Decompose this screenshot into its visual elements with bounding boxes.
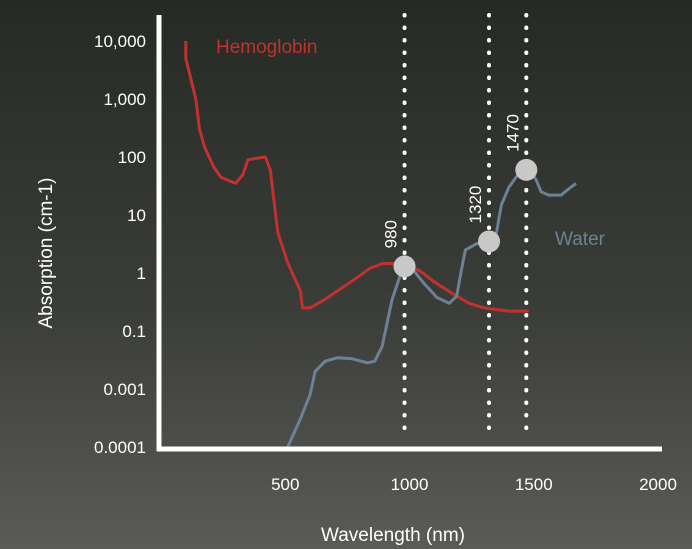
x-tick-label: 500 (271, 475, 299, 494)
marker-point (393, 255, 416, 278)
marker-point (515, 158, 538, 181)
y-tick-label: 100 (118, 148, 146, 167)
axes (156, 15, 662, 452)
x-tick-label: 1500 (515, 475, 553, 494)
series-line-hemoglobin (184, 41, 529, 313)
marker-point (478, 230, 501, 253)
y-tick-label: 10,000 (94, 32, 146, 51)
y-tick-label: 0.1 (122, 322, 146, 341)
x-tick-label: 1000 (391, 475, 429, 494)
series-labels: Hemoglobin Water (216, 37, 606, 250)
y-tick-label: 1,000 (103, 90, 146, 109)
y-tick-label: 1 (137, 264, 146, 283)
marker-label: 1320 (466, 186, 485, 224)
x-axis-title: Wavelength (nm) (321, 525, 465, 546)
y-tick-label: 0.0001 (94, 438, 146, 457)
marker-lines (402, 13, 529, 442)
series-label-hemoglobin: Hemoglobin (216, 37, 317, 58)
y-tick-label: 10 (127, 206, 146, 225)
series-line-water (286, 167, 577, 448)
marker-label: 1470 (503, 114, 522, 152)
y-axis-title: Absorption (cm-1) (36, 178, 57, 329)
series-label-water: Water (555, 229, 606, 250)
x-tick-label: 2000 (639, 475, 677, 494)
marker-label: 980 (382, 220, 401, 248)
series-layer (184, 41, 577, 448)
marker-points: 980 1320 1470 (382, 114, 538, 278)
y-tick-label: 0.001 (103, 380, 146, 399)
tick-labels: 10,000 1,000 100 10 1 0.1 0.001 0.0001 500 1000 15… (94, 32, 677, 494)
